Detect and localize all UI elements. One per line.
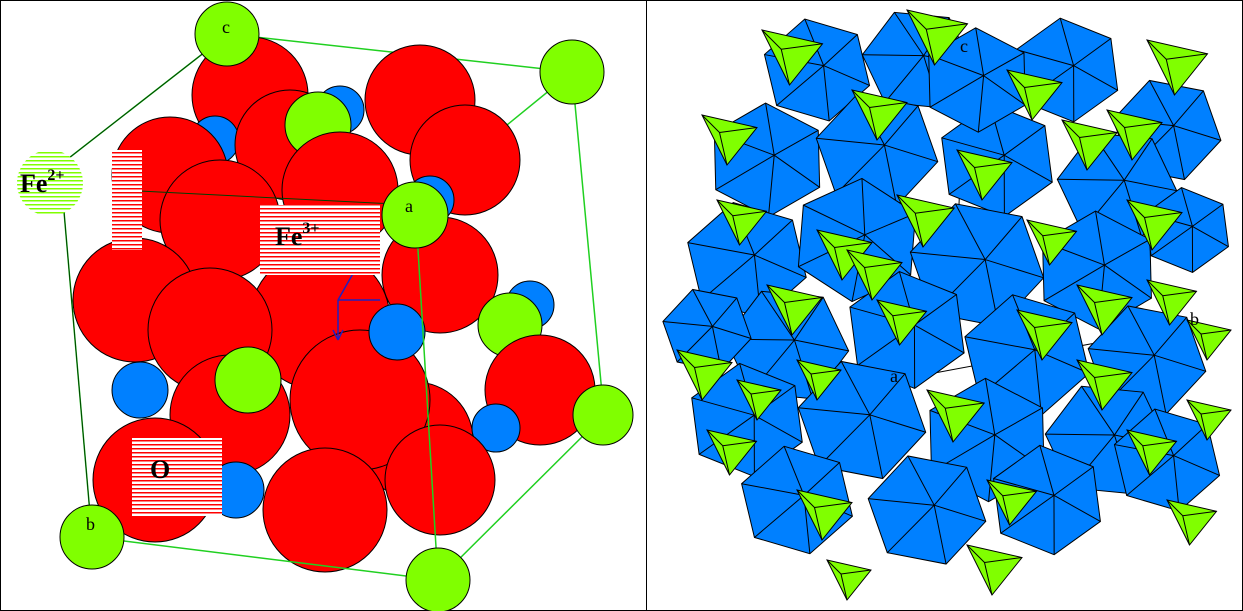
- corner-atom: [539, 39, 605, 105]
- polyhedral-panel: c a b: [647, 0, 1243, 611]
- axis-label-a: a: [890, 366, 898, 386]
- space-filling-panel: c a b Fe2+ Fe3+ O: [17, 1, 634, 611]
- axis-label-c: c: [222, 17, 230, 37]
- label-fe3: Fe3+: [260, 205, 380, 275]
- axis-label-b: b: [86, 514, 95, 534]
- fe2-tetrahedron: [1076, 284, 1133, 336]
- fe2-tetrahedron: [966, 544, 1023, 596]
- fe2-tetrahedron: [846, 249, 903, 301]
- fe2-tetrahedron: [956, 149, 1013, 201]
- fe2-tetrahedron: [736, 379, 782, 421]
- corner-atom: [405, 547, 471, 611]
- space-filling-diagram: c a b Fe2+ Fe3+ O: [17, 1, 634, 611]
- polyhedral-diagram: c a b: [662, 9, 1232, 601]
- panel-divider: [646, 0, 647, 611]
- fe3-atom: [111, 361, 169, 419]
- fe2-tetrahedron: [1061, 119, 1118, 171]
- fe2-tetrahedron: [851, 89, 908, 141]
- o-element: O: [150, 455, 170, 484]
- fe2-tetrahedron: [796, 489, 853, 541]
- oxygen-atom: [262, 447, 388, 573]
- fe2-tetrahedron: [986, 479, 1038, 526]
- fe2-tetrahedron: [796, 359, 842, 401]
- fe2-tetrahedron: [826, 559, 872, 601]
- svg-text:Fe2+: Fe2+: [20, 167, 65, 198]
- fe2-tetrahedron: [816, 229, 873, 281]
- fe2-tetrahedron: [1186, 399, 1232, 441]
- fe2-tetrahedron: [1076, 359, 1133, 411]
- fe3-octahedra: [662, 11, 1229, 565]
- fe2-tetrahedron: [761, 29, 824, 86]
- axis-label-c: c: [960, 36, 968, 56]
- fe2-tetrahedron: [1016, 309, 1073, 361]
- unit-cell-c-edge: [59, 33, 416, 538]
- fe2-tetrahedron: [1166, 499, 1218, 546]
- fe2-element: Fe: [20, 169, 47, 198]
- axis-label-a: a: [405, 196, 413, 216]
- fe2-tetrahedron: [1126, 429, 1178, 476]
- atom-spheres: [72, 36, 596, 573]
- corner-atom-a: [381, 181, 449, 249]
- label-fe2: Fe2+: [17, 150, 142, 250]
- fe2-tetrahedron: [701, 114, 758, 166]
- fe3-atom: [471, 403, 521, 453]
- fe2-tetrahedra: [676, 9, 1232, 601]
- fe2-tetrahedron: [906, 9, 969, 66]
- label-o: O: [132, 438, 222, 516]
- fe2-tetrahedron: [926, 389, 986, 443]
- fe2-tetrahedron: [766, 284, 823, 336]
- corner-atom-b: [59, 504, 125, 570]
- oxygen-atom: [384, 424, 496, 536]
- fe2-tetrahedron: [896, 194, 956, 248]
- fe2-charge: 2+: [47, 167, 64, 184]
- corner-atom-c: [194, 1, 260, 67]
- fe3-octahedron: [993, 444, 1101, 556]
- fe3-octahedron: [928, 27, 1026, 133]
- fe2-tetrahedron: [676, 349, 733, 401]
- fe3-octahedron: [867, 455, 987, 565]
- fe2-tetrahedron: [1106, 109, 1163, 161]
- fe2-tetrahedron: [716, 199, 768, 246]
- fe2-tetrahedron: [876, 299, 928, 346]
- svg-text:Fe3+: Fe3+: [275, 220, 320, 251]
- fe2-tetrahedron: [1146, 279, 1198, 326]
- fe2-tetrahedron: [1026, 219, 1078, 266]
- fe2-tetrahedron: [706, 429, 758, 476]
- fe2-tetrahedron: [1186, 319, 1232, 361]
- corner-atom: [572, 384, 634, 446]
- fe3-charge: 3+: [302, 220, 319, 237]
- fe3-octahedron: [815, 93, 939, 207]
- fe2-tetrahedron: [1146, 39, 1209, 96]
- fe3-atom: [368, 303, 426, 361]
- axis-label-b: b: [1190, 309, 1199, 329]
- fe3-element: Fe: [275, 222, 302, 251]
- fe2-atom: [214, 346, 282, 414]
- fe3-octahedron: [797, 360, 927, 480]
- fe2-tetrahedron: [1006, 69, 1063, 121]
- fe2-tetrahedron: [1126, 199, 1183, 251]
